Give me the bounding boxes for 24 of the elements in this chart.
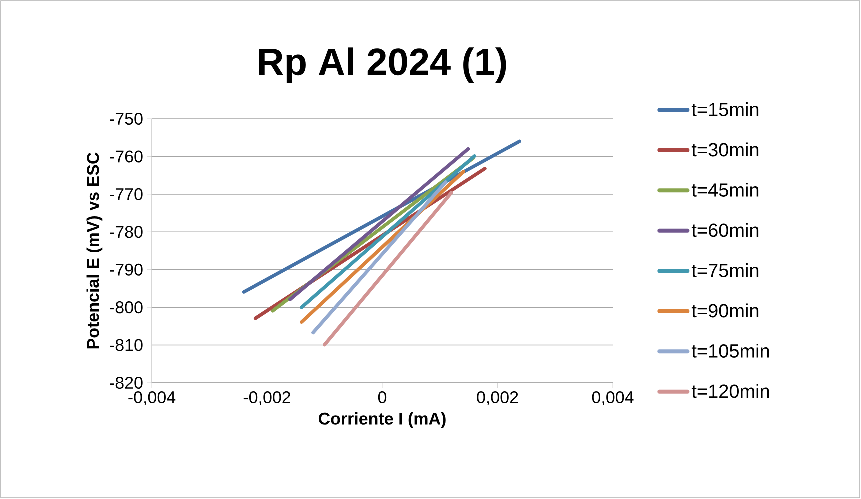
- legend-label: t=60min: [692, 223, 759, 238]
- y-axis-title: Potencial E (mV) vs ESC: [86, 152, 103, 349]
- x-tick-label: -0,002: [244, 392, 290, 406]
- y-tick-label: -790: [110, 264, 143, 276]
- x-tick-label: 0,002: [477, 392, 518, 406]
- legend-label: t=90min: [692, 304, 759, 318]
- legend-label: t=30min: [692, 142, 759, 157]
- x-axis-title: Corriente I (mA): [318, 412, 446, 428]
- y-tick-label: -820: [110, 376, 143, 390]
- chart-title: Rp Al 2024 (1): [259, 48, 506, 84]
- y-tick-label: -750: [110, 112, 143, 126]
- x-tick-label: -0,004: [128, 392, 176, 406]
- y-tick-label: -770: [110, 188, 143, 200]
- x-tick-label: 0: [378, 392, 387, 404]
- y-tick-label: -760: [110, 150, 143, 163]
- legend-label: t=75min: [692, 263, 759, 278]
- y-tick-label: -780: [110, 226, 143, 238]
- y-tick-label: -810: [110, 339, 143, 352]
- x-tick-label: 0,004: [592, 392, 634, 406]
- legend-label: t=15min: [692, 102, 759, 116]
- y-tick-label: -800: [110, 302, 143, 314]
- legend-label: t=120min: [692, 384, 770, 398]
- legend-label: t=45min: [692, 183, 759, 197]
- legend-label: t=105min: [692, 344, 770, 358]
